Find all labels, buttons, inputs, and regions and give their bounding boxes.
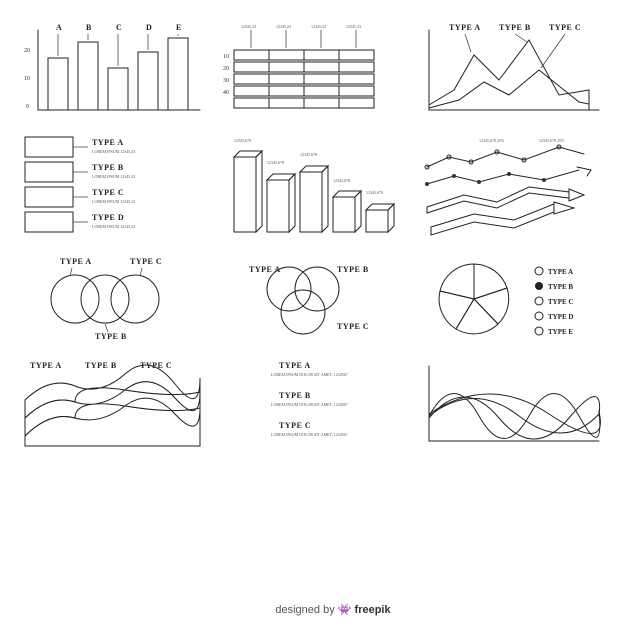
panel-venn-filled: TYPE A TYPE B TYPE C xyxy=(219,254,406,344)
v2-b: TYPE B xyxy=(337,265,369,274)
la-l1: 12345,678 25% xyxy=(479,138,505,144)
panel-pie: TYPE A TYPE B TYPE C TYPE D TYPE E xyxy=(419,254,606,344)
la-l2: 12345,678 25% xyxy=(539,138,565,144)
bar3d-svg: 12345,678 12345,678 12345,678 12345,678 … xyxy=(219,132,404,242)
area-label-a: TYPE A xyxy=(449,23,481,32)
leg-a: TYPE A xyxy=(92,138,124,147)
pie-svg: TYPE A TYPE B TYPE C TYPE D TYPE E xyxy=(419,254,604,344)
waves-svg xyxy=(419,356,604,451)
v2-c: TYPE C xyxy=(337,322,369,331)
panel-text: TYPE A LOREM IPSUM DOLOR SIT AMET, 12345… xyxy=(219,356,406,451)
b3d-l5: 12345,678 xyxy=(366,190,383,196)
pie-legend: TYPE A TYPE B TYPE C TYPE D TYPE E xyxy=(535,267,573,336)
linearrow-svg: 12345,678 25% 12345,678 25% xyxy=(419,132,604,242)
leg-b-desc: LOREM IPSUM 12345,23 xyxy=(92,174,135,180)
panel-venn-outline: TYPE A TYPE B TYPE C xyxy=(20,254,207,344)
v1-c: TYPE C xyxy=(130,257,162,266)
cat-b: B xyxy=(86,23,92,32)
txt-c-title: TYPE C xyxy=(279,421,311,430)
pie-leg-a: TYPE A xyxy=(548,268,573,276)
stream-svg: TYPE A TYPE B TYPE C xyxy=(20,356,205,451)
area-label-b: TYPE B xyxy=(499,23,531,32)
infographic-grid: 0 10 20 A B C D E xyxy=(20,20,606,463)
b3d-l2: 12345,678 xyxy=(267,160,284,166)
row-0: 10 xyxy=(223,54,229,60)
seg-label-1: 12345,23 xyxy=(241,24,256,30)
row-2: 30 xyxy=(223,78,229,84)
str-b: TYPE B xyxy=(85,361,117,370)
panel-waves xyxy=(419,356,606,451)
venn2-svg: TYPE A TYPE B TYPE C xyxy=(219,254,404,344)
ytick-0: 0 xyxy=(26,104,29,110)
legend-svg: TYPE A LOREM IPSUM 12345,23 TYPE B LOREM… xyxy=(20,132,205,242)
v2-a: TYPE A xyxy=(249,265,281,274)
str-a: TYPE A xyxy=(30,361,62,370)
panel-stacked-bars: 12345,23 12345,23 12345,23 12345,23 10 2… xyxy=(219,20,406,120)
leg-d-desc: LOREM IPSUM 12345,23 xyxy=(92,224,135,230)
ytick-2: 20 xyxy=(24,48,30,54)
leg-c-desc: LOREM IPSUM 12345,23 xyxy=(92,199,135,205)
panel-bar-3d: 12345,678 12345,678 12345,678 12345,678 … xyxy=(219,132,406,242)
v1-a: TYPE A xyxy=(60,257,92,266)
txt-a-title: TYPE A xyxy=(279,361,311,370)
row-3: 40 xyxy=(223,90,229,96)
area-svg: TYPE A TYPE B TYPE C xyxy=(419,20,604,120)
cat-d: D xyxy=(146,23,152,32)
txt-b-body: LOREM IPSUM DOLOR SIT AMET, 1234567 xyxy=(271,402,348,408)
leg-c: TYPE C xyxy=(92,188,124,197)
credit-prefix: designed by xyxy=(275,604,334,616)
leg-d: TYPE D xyxy=(92,213,124,222)
stacked-svg: 12345,23 12345,23 12345,23 12345,23 10 2… xyxy=(219,20,404,120)
seg-label-4: 12345,23 xyxy=(346,24,361,30)
ytick-1: 10 xyxy=(24,76,30,82)
txt-a-body: LOREM IPSUM DOLOR SIT AMET, 1234567 xyxy=(271,372,348,378)
area-label-c: TYPE C xyxy=(549,23,581,32)
panel-bar-simple: 0 10 20 A B C D E xyxy=(20,20,207,120)
stacked-rows xyxy=(234,50,374,108)
txt-c-body: LOREM IPSUM DOLOR SIT AMET, 1234567 xyxy=(271,432,348,438)
pie-leg-b: TYPE B xyxy=(548,283,573,291)
freepik-icon: 👾 xyxy=(338,604,352,616)
txt-b-title: TYPE B xyxy=(279,391,311,400)
text-svg: TYPE A LOREM IPSUM DOLOR SIT AMET, 12345… xyxy=(219,356,404,451)
credit-line: designed by 👾 freepik xyxy=(20,603,626,616)
seg-label-2: 12345,23 xyxy=(276,24,291,30)
cat-e: E xyxy=(176,23,182,32)
seg-label-3: 12345,23 xyxy=(311,24,326,30)
cat-c: C xyxy=(116,23,122,32)
panel-area: TYPE A TYPE B TYPE C xyxy=(419,20,606,120)
bar-simple-svg: 0 10 20 A B C D E xyxy=(20,20,205,120)
row-1: 20 xyxy=(223,66,229,72)
panel-line-arrows: 12345,678 25% 12345,678 25% xyxy=(419,132,606,242)
pie-leg-e: TYPE E xyxy=(548,328,573,336)
panel-legend: TYPE A LOREM IPSUM 12345,23 TYPE B LOREM… xyxy=(20,132,207,242)
credit-brand: freepik xyxy=(355,604,391,616)
venn1-svg: TYPE A TYPE B TYPE C xyxy=(20,254,205,344)
b3d-l4: 12345,678 xyxy=(333,178,350,184)
leg-a-desc: LOREM IPSUM 12345,23 xyxy=(92,149,135,155)
pie-leg-d: TYPE D xyxy=(548,313,573,321)
b3d-l1: 12345,678 xyxy=(234,138,251,144)
panel-stream: TYPE A TYPE B TYPE C xyxy=(20,356,207,451)
str-c: TYPE C xyxy=(140,361,172,370)
pie-leg-c: TYPE C xyxy=(548,298,573,306)
leg-b: TYPE B xyxy=(92,163,124,172)
cat-a: A xyxy=(56,23,62,32)
v1-b: TYPE B xyxy=(95,332,127,341)
b3d-l3: 12345,678 xyxy=(300,152,317,158)
